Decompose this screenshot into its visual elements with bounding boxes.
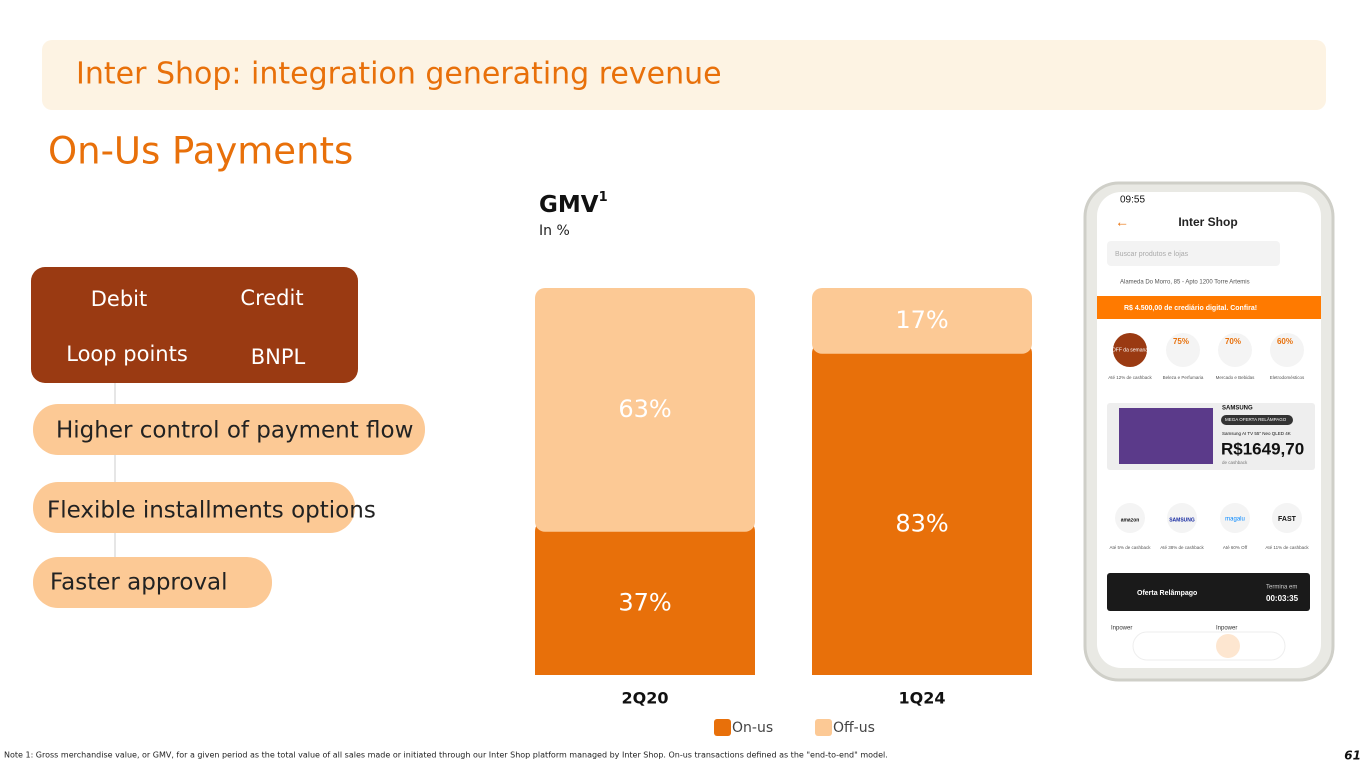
x-tick-label: 1Q24 bbox=[899, 689, 946, 708]
value-label: 83% bbox=[895, 509, 948, 537]
bar-segment bbox=[812, 343, 1032, 675]
flash-card bbox=[1107, 573, 1310, 611]
store-logo bbox=[1115, 503, 1145, 533]
promo-tag-bg bbox=[1221, 415, 1293, 425]
phone-time: 09:55 bbox=[1120, 195, 1145, 206]
section-title: On-Us Payments bbox=[48, 130, 353, 173]
store-logo bbox=[1220, 503, 1250, 533]
store-offer: Até 60% Off bbox=[1223, 545, 1248, 550]
store-name: amazon bbox=[1121, 517, 1140, 523]
benefit-pill bbox=[33, 557, 272, 608]
value-label: 37% bbox=[618, 588, 671, 616]
benefit: Faster approval bbox=[50, 570, 228, 596]
flash-ends: Termina em bbox=[1266, 585, 1297, 591]
benefit-pill bbox=[33, 482, 355, 533]
page-number: 61 bbox=[1344, 749, 1361, 763]
promo-brand: SAMSUNG bbox=[1222, 406, 1253, 412]
legend-label: On-us bbox=[732, 720, 773, 736]
legend-swatch bbox=[714, 719, 731, 736]
header-title: Inter Shop: integration generating reven… bbox=[76, 57, 722, 92]
badge: 70% bbox=[1225, 337, 1241, 346]
cat-label: Eletrodomésticos bbox=[1270, 375, 1305, 380]
store-name: FAST bbox=[1278, 516, 1297, 523]
benefit: Higher control of payment flow bbox=[56, 418, 413, 444]
store-logo bbox=[1272, 503, 1302, 533]
cat-icon bbox=[1113, 333, 1147, 367]
address: Alameda Do Morro, 85 - Apto 1200 Torre A… bbox=[1120, 280, 1250, 286]
header-band bbox=[42, 40, 1326, 110]
value-label: 17% bbox=[895, 306, 948, 334]
banner-text: R$ 4.500,00 de crediário digital. Confir… bbox=[1124, 305, 1257, 312]
method: Loop points bbox=[66, 342, 188, 366]
nav-bar bbox=[1132, 631, 1286, 661]
benefit-pill bbox=[33, 404, 425, 455]
search-placeholder: Buscar produtos e lojas bbox=[1115, 251, 1189, 258]
legend-swatch bbox=[815, 719, 832, 736]
phone-title: Inter Shop bbox=[1178, 215, 1237, 229]
cat-icon bbox=[1166, 333, 1200, 367]
store-offer: Até 38% de cashback bbox=[1160, 545, 1204, 550]
cat-label: Até 12% de cashback bbox=[1108, 375, 1152, 380]
promo-tag: MEGA OFERTA RELÂMPAGO bbox=[1225, 416, 1287, 422]
tv-image bbox=[1119, 408, 1213, 464]
method: BNPL bbox=[251, 345, 306, 369]
benefit: Flexible installments options bbox=[47, 498, 376, 524]
value-label: 63% bbox=[618, 395, 671, 423]
bar-segment bbox=[812, 288, 1032, 354]
store-name: magalu bbox=[1225, 517, 1245, 523]
footnote: Note 1: Gross merchandise value, or GMV,… bbox=[4, 751, 888, 760]
badge: 75% bbox=[1173, 337, 1189, 346]
store-offer: Até 11% de cashback bbox=[1265, 545, 1309, 550]
chart-title: GMV1 bbox=[539, 190, 608, 218]
promo-note: de cashback bbox=[1222, 460, 1248, 465]
badge: OFF da semana bbox=[1112, 347, 1148, 353]
nav-active bbox=[1216, 634, 1240, 658]
x-tick-label: 2Q20 bbox=[622, 689, 669, 708]
phone: 09:55 ← Inter Shop Buscar produtos e loj… bbox=[1083, 181, 1335, 682]
method: Debit bbox=[91, 287, 148, 311]
cat-label: Mercado e Bebidas bbox=[1216, 375, 1256, 380]
back-arrow: ← bbox=[1115, 214, 1129, 230]
promo-price: R$1649,70 bbox=[1221, 439, 1304, 458]
bar-segment bbox=[535, 521, 755, 675]
card-label: Inpower bbox=[1216, 626, 1237, 632]
chart-title-sup: 1 bbox=[599, 190, 608, 205]
bar-segment bbox=[535, 288, 755, 532]
card-label: Inpower bbox=[1111, 626, 1132, 632]
cat-icon bbox=[1270, 333, 1304, 367]
store-name: SAMSUNG bbox=[1169, 517, 1195, 523]
flash-label: Oferta Relâmpago bbox=[1137, 590, 1197, 597]
flash-timer: 00:03:35 bbox=[1266, 594, 1299, 603]
store-logo bbox=[1167, 503, 1197, 533]
chart: 37% 63% 2Q20 83% 17% 1Q24 On-us Off-us bbox=[535, 288, 1032, 736]
legend-label: Off-us bbox=[833, 720, 875, 736]
badge: 60% bbox=[1277, 337, 1293, 346]
chart-subtitle: In % bbox=[539, 223, 570, 239]
cat-label: Beleza e Perfumaria bbox=[1163, 375, 1204, 380]
store-offer: Até 5% de cashback bbox=[1109, 545, 1151, 550]
search-box bbox=[1107, 241, 1280, 266]
chart-title-text: GMV bbox=[539, 192, 599, 218]
method: Credit bbox=[240, 286, 303, 310]
promo-product: Samsung AI TV 55" Neo QLED 4K bbox=[1222, 431, 1291, 436]
banner bbox=[1097, 296, 1321, 319]
methods-box bbox=[31, 267, 358, 383]
cat-icon bbox=[1218, 333, 1252, 367]
